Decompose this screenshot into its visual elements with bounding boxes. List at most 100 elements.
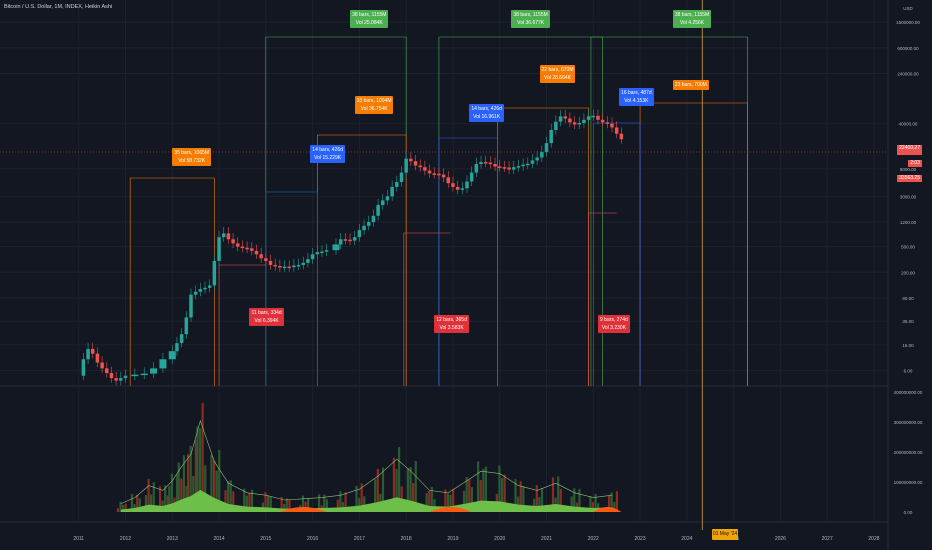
candle-body [404,158,408,173]
candle-body [549,129,553,144]
candle-body [357,230,362,238]
price-tick-label: 1500000.00 [896,20,920,25]
volume-bar [232,491,235,512]
annotation-text: 33 bars, 1004M [356,98,392,104]
volume-bar [227,481,230,512]
volume-bar [449,494,452,512]
volume-bar [484,466,488,512]
volume-bar [267,495,270,512]
volume-bar [288,499,291,512]
volume-bar [479,480,482,512]
annotation-text: Vol 28.664K [544,75,571,81]
annotation-text: Vol 16.961K [473,114,501,120]
x-tick-label: 2018 [401,536,412,542]
volume-bar [245,495,248,512]
candle-body [395,182,399,187]
volume-bar [336,499,339,512]
candle-body [530,160,535,164]
volume-bar [166,495,169,512]
candle-body [465,181,469,189]
price-tick-label: 6.00 [904,369,913,374]
candle-body [521,164,525,167]
volume-bar [198,428,202,512]
volume-bar [136,494,139,512]
price-tick-label: 8000.00 [900,167,917,172]
annotation-text: Vol 4.256K [679,20,705,26]
candle-body [324,250,329,252]
volume-area-green [120,490,622,512]
volume-bar [248,492,251,512]
candle-body [301,262,306,265]
candle-body [381,200,385,206]
volume-bar [250,489,254,512]
annotation-text: Vol 4.153K [624,98,649,104]
candle-body [343,239,348,241]
candle-body [348,239,352,242]
x-tick-label: 2014 [213,536,224,542]
volume-bar [355,485,358,512]
candle-body [544,143,549,153]
x-tick-label: 2028 [868,536,879,542]
annotation-box-bull: 33 bars, 1004M Vol 36.754K [354,96,394,114]
annotation-text: Vol 36.677K [517,20,545,26]
volume-bar [194,440,197,512]
candle-body [352,237,357,241]
volume-bar [357,497,361,512]
candle-body [306,259,310,263]
volume-bar [280,497,283,512]
volume-bar [608,495,611,512]
price-tick-label: 3000.00 [900,194,917,199]
volume-bar [130,494,134,512]
candle-body [278,266,282,268]
price-label-value2: 2:03 [908,160,922,167]
candle-body [296,264,301,267]
volume-bar [176,474,179,512]
volume-bar [215,470,218,512]
price-tick-label: 600000.00 [897,46,919,51]
volume-bar [533,498,536,512]
volume-bar [201,402,204,512]
volume-bar [264,492,267,512]
volume-bar [465,477,468,512]
volume-bar [363,496,366,512]
volume-bar [559,488,562,512]
volume-bar [285,498,288,512]
volume-bar [452,488,455,512]
volume-bar [376,468,379,512]
volume-bar [433,499,436,512]
candle-body [554,121,558,130]
volume-bar [570,496,573,512]
volume-bar [477,461,480,512]
volume-bar [189,445,192,512]
volume-bar [615,491,618,512]
volume-bar [498,465,501,512]
volume-bar [323,494,326,512]
candle-body [123,375,128,379]
volume-bar [301,495,305,512]
candle-body [600,119,605,123]
volume-bar [138,498,141,512]
annotation-box-bull: 23 bars, 700M [672,80,709,90]
volume-tick-label: 400000000.00 [894,390,923,395]
x-tick-label: 2022 [588,536,599,542]
candle-body [413,161,418,166]
candle-body [140,373,148,376]
annotation-text: Vol 6.394K [254,318,279,324]
candle-body [105,368,109,374]
candle-body [460,188,465,190]
candle-body [582,119,586,124]
candle-body [254,250,259,255]
volume-bar [339,491,342,512]
volume-bar [406,468,410,512]
candle-body [198,289,203,292]
candle-body [507,167,511,170]
volume-bar [610,492,613,512]
candle-body [159,359,167,369]
annotation-box-cycle: 38 bars, 1155M Vol 36.677K [511,10,550,28]
candle-body [446,177,451,184]
volume-area-orange [429,507,472,512]
x-tick-label: 2027 [822,536,833,542]
volume-bar [269,496,272,512]
